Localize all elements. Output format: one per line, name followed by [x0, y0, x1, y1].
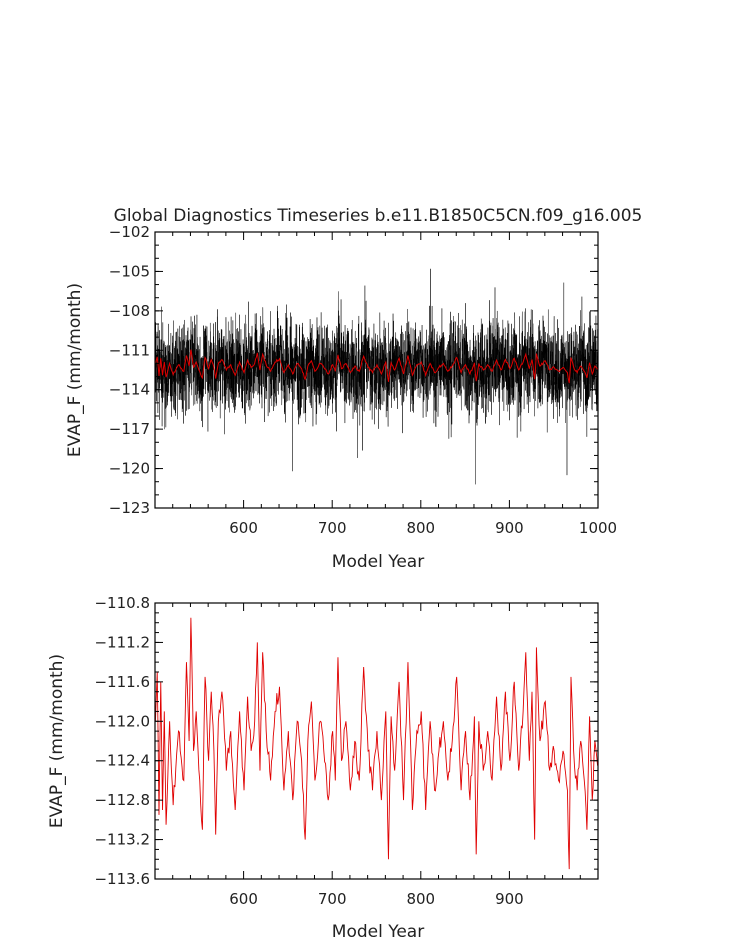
- y-tick-label: −114: [109, 381, 150, 399]
- upper-y-axis-label: EVAP_F (mm/month): [65, 283, 85, 457]
- y-tick-label: −108: [109, 302, 150, 320]
- x-tick-label: 900: [495, 890, 524, 908]
- series-monthly-line: [154, 268, 599, 485]
- chart-title: Global Diagnostics Timeseries b.e11.B185…: [114, 206, 643, 226]
- y-tick-label: −112.4: [94, 752, 150, 770]
- lower-y-axis-label: EVAP_F (mm/month): [47, 654, 67, 828]
- y-tick-label: −111.6: [94, 673, 150, 691]
- y-tick-label: −120: [109, 460, 150, 478]
- y-tick-label: −113.2: [94, 831, 150, 849]
- y-tick-label: −112.8: [94, 791, 150, 809]
- x-tick-label: 700: [318, 519, 347, 537]
- upper-panel: Global Diagnostics Timeseries b.e11.B185…: [65, 206, 642, 572]
- upper-axis-ticks: 600 700 800 900 1000 −102 −105 −108 −111 −114 −117…: [109, 223, 617, 537]
- y-tick-label: −111.2: [94, 633, 150, 651]
- lower-axis-ticks: 600 700 800 900 −110.8 −111.2 −111.6 −112.0 −112…: [94, 594, 598, 908]
- y-tick-label: −105: [109, 262, 150, 280]
- lower-x-axis-label: Model Year: [332, 922, 424, 942]
- x-tick-label: 900: [495, 519, 524, 537]
- y-tick-label: −113.6: [94, 870, 150, 888]
- x-tick-label: 700: [318, 890, 347, 908]
- upper-x-axis-label: Model Year: [332, 552, 424, 572]
- x-tick-label: 800: [406, 519, 435, 537]
- y-tick-label: −102: [109, 223, 150, 241]
- upper-plot-frame: [154, 231, 599, 509]
- y-tick-label: −110.8: [94, 594, 150, 612]
- series-annual-line: [154, 349, 598, 384]
- series-annual-line: [154, 617, 599, 870]
- y-tick-label: −112.0: [94, 712, 150, 730]
- lower-plot-area: [154, 617, 599, 870]
- x-tick-label: 800: [406, 890, 435, 908]
- lower-panel: 600 700 800 900 −110.8 −111.2 −111.6 −112.0 −112…: [47, 594, 599, 942]
- y-tick-label: −123: [109, 499, 150, 517]
- upper-plot-area: [154, 268, 599, 485]
- y-tick-label: −111: [109, 341, 150, 359]
- x-tick-label: 600: [229, 890, 258, 908]
- y-tick-label: −117: [109, 420, 150, 438]
- x-tick-label: 1000: [579, 519, 617, 537]
- x-tick-label: 600: [229, 519, 258, 537]
